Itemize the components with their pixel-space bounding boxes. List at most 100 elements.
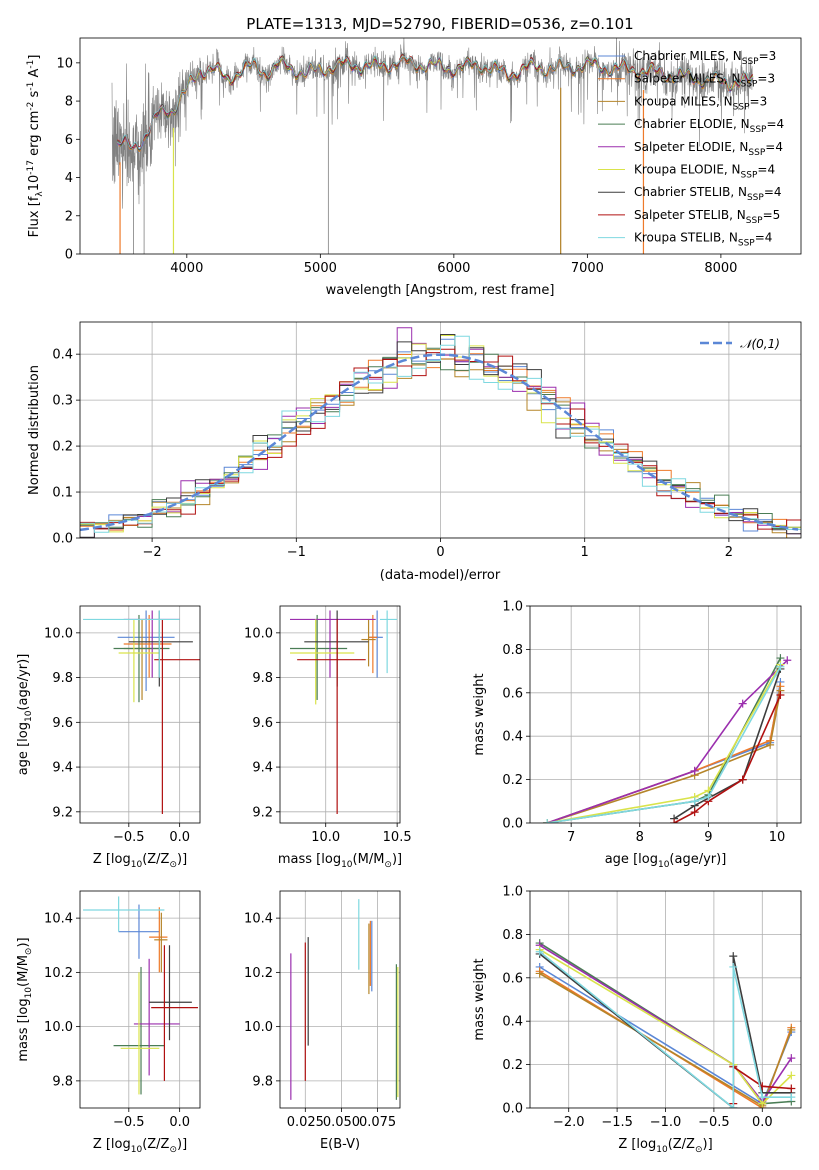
x-axis-label: Z [log10(Z/Z⊙)]: [618, 1137, 712, 1155]
x-tick-label: −0.5: [113, 1115, 145, 1130]
legend-label: Kroupa STELIB, NSSP=4: [634, 231, 772, 249]
x-tick-label: −2: [143, 545, 162, 560]
age-vs-mass-axes-plot: [280, 606, 400, 823]
y-axis-label: age [log10(age/yr)]: [16, 654, 34, 776]
y-tick-label: 9.8: [252, 671, 273, 686]
legend-label: 𝒩(0,1): [740, 337, 780, 351]
normal-reference-curve: [80, 353, 799, 532]
y-tick-label: 0.3: [52, 394, 73, 409]
y-tick-label: 9.2: [52, 805, 73, 820]
y-tick-label: 10.0: [44, 1020, 73, 1035]
mass-weight-marker: [690, 766, 699, 775]
mass-weight-line: [547, 657, 782, 823]
y-axis-label: Flux [fλ10-17 erg cm-2 s-1 A-1]: [26, 55, 45, 238]
x-tick-label: 5000: [304, 261, 337, 276]
y-tick-label: 0.6: [502, 686, 523, 701]
y-tick-label: 0: [65, 248, 73, 263]
x-tick-label: 10: [769, 830, 786, 845]
y-tick-label: 10.4: [44, 912, 73, 927]
mass-weight-marker: [787, 1071, 796, 1080]
y-tick-label: 0.8: [502, 643, 523, 658]
y-axis-label: mass weight: [472, 958, 487, 1040]
y-tick-label: 9.6: [52, 716, 73, 731]
mass-weight-marker: [535, 947, 544, 956]
legend-label: Chabrier MILES, NSSP=3: [634, 49, 776, 67]
axes-frame: [529, 890, 802, 1109]
y-axis-label: Normed distribution: [27, 365, 42, 495]
x-tick-label: 8: [636, 830, 644, 845]
mass-weight-line: [546, 659, 788, 823]
chart-title: PLATE=1313, MJD=52790, FIBERID=0536, z=0…: [246, 15, 633, 33]
y-tick-label: 9.8: [52, 671, 73, 686]
mass-weight-marker: [729, 952, 738, 961]
x-tick-label: 7000: [571, 261, 604, 276]
y-axis-label: mass [log10(M/M⊙)]: [16, 937, 34, 1061]
y-tick-label: 10.4: [244, 912, 273, 927]
y-tick-label: 9.8: [252, 1074, 273, 1089]
axes-frame: [529, 605, 802, 824]
x-tick-label: 9: [704, 830, 712, 845]
y-tick-label: 10.2: [44, 966, 73, 981]
y-tick-label: 0.4: [502, 730, 523, 745]
mass-weight-marker: [704, 792, 713, 801]
mass-weight-marker: [729, 962, 738, 971]
x-tick-label: 10.0: [311, 830, 340, 845]
x-tick-label: 4000: [170, 261, 203, 276]
x-tick-label: 0: [436, 545, 444, 560]
y-tick-label: 0.0: [502, 817, 523, 832]
mass-weight-marker: [670, 819, 679, 823]
legend-label: Salpeter ELODIE, NSSP=4: [634, 140, 783, 158]
mass-weight-line: [547, 664, 782, 823]
y-tick-label: 0.8: [502, 928, 523, 943]
mass-weight-marker: [787, 1093, 796, 1102]
mass-weight-vs-metallicity-axes-plot: [530, 891, 801, 1108]
mass-weight-marker: [690, 808, 699, 817]
y-tick-label: 6: [65, 133, 73, 148]
mass-weight-marker: [783, 656, 792, 665]
y-tick-label: 0.6: [502, 971, 523, 986]
x-tick-label: 0.025: [287, 1115, 324, 1130]
y-tick-label: 8: [65, 95, 73, 110]
legend-label: Chabrier ELODIE, NSSP=4: [634, 117, 784, 135]
mass-vs-ebv-axes-plot: [280, 891, 400, 1108]
mass-weight-line: [547, 666, 782, 823]
y-tick-label: 1.0: [502, 600, 523, 615]
y-tick-label: 10.2: [244, 966, 273, 981]
x-tick-label: 7: [567, 830, 575, 845]
axes-frame: [279, 605, 401, 824]
y-tick-label: 9.6: [252, 716, 273, 731]
x-tick-label: −0.5: [698, 1115, 730, 1130]
y-tick-label: 1.0: [502, 885, 523, 900]
mass-weight-line: [546, 690, 782, 823]
x-axis-label: age [log10(age/yr)]: [605, 852, 727, 870]
mass-weight-line: [673, 668, 782, 820]
y-tick-label: 0.4: [502, 1015, 523, 1030]
legend-label: Salpeter STELIB, NSSP=5: [634, 208, 780, 226]
mass-weight-line: [539, 948, 792, 1105]
mass-weight-marker: [738, 775, 747, 784]
legend-label: Kroupa ELODIE, NSSP=4: [634, 163, 775, 181]
axes-frame: [79, 605, 201, 824]
model-spectrum: [117, 55, 754, 150]
x-tick-label: 6000: [437, 261, 470, 276]
y-tick-label: 0.2: [52, 440, 73, 455]
x-axis-label: E(B-V): [320, 1137, 360, 1152]
x-tick-label: 2: [725, 545, 733, 560]
x-axis-label: Z [log10(Z/Z⊙)]: [93, 1137, 187, 1155]
mass-weight-marker: [776, 662, 785, 671]
y-tick-label: 4: [65, 171, 73, 186]
y-tick-label: 0.4: [52, 348, 73, 363]
x-tick-label: 0.0: [752, 1115, 773, 1130]
y-tick-label: 9.8: [52, 1074, 73, 1089]
y-tick-label: 10.0: [244, 626, 273, 641]
x-tick-label: −1.0: [650, 1115, 682, 1130]
x-tick-label: −1.5: [601, 1115, 633, 1130]
y-tick-label: 10: [56, 56, 73, 71]
y-tick-label: 9.2: [252, 805, 273, 820]
x-tick-label: 0.0: [169, 1115, 190, 1130]
y-tick-label: 0.0: [502, 1102, 523, 1117]
x-axis-label: Z [log10(Z/Z⊙)]: [93, 852, 187, 870]
mass-weight-marker: [535, 969, 544, 978]
x-axis-label: mass [log10(M/M⊙)]: [278, 852, 402, 870]
x-tick-label: 1: [581, 545, 589, 560]
